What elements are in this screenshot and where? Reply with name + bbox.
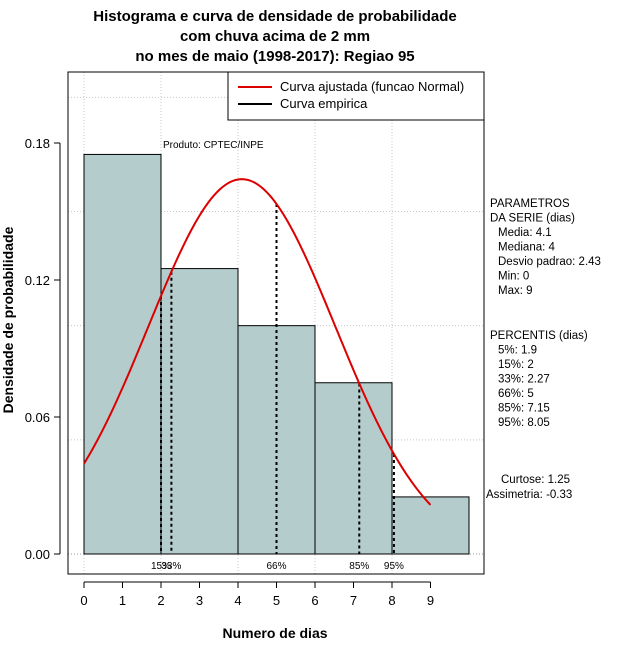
curtose-value: Curtose: 1.25 bbox=[501, 474, 570, 486]
legend-box bbox=[227, 71, 485, 121]
percentil-line: 5%: 1.9 bbox=[498, 345, 537, 357]
assimetria-value: Assimetria: -0.33 bbox=[486, 489, 572, 501]
percentil-line: 85%: 7.15 bbox=[498, 403, 550, 415]
param-line: Min: 0 bbox=[498, 271, 529, 283]
percentil-line: 15%: 2 bbox=[498, 359, 534, 371]
histogram-bar bbox=[314, 382, 393, 555]
histogram-bar bbox=[391, 496, 470, 555]
title-line-1: Histograma e curva de densidade de proba… bbox=[93, 8, 456, 25]
y-tick-label: 0.00 bbox=[25, 547, 50, 562]
x-tick-label: 7 bbox=[350, 593, 357, 608]
legend-label-empirical: Curva empirica bbox=[280, 96, 368, 111]
param-line: Media: 4.1 bbox=[498, 227, 552, 239]
percentil-line: 66%: 5 bbox=[498, 388, 534, 400]
percentile-label: 33% bbox=[161, 561, 181, 572]
product-annotation: Produto: CPTEC/INPE bbox=[163, 140, 264, 151]
x-axis: 0 1 2 3 4 5 6 7 8 9 bbox=[80, 581, 434, 608]
param-line: Max: 9 bbox=[498, 285, 533, 297]
y-tick-label: 0.12 bbox=[25, 273, 50, 288]
y-axis-label: Densidade de probabilidade bbox=[0, 226, 16, 413]
x-tick-label: 4 bbox=[234, 593, 241, 608]
y-tick-label: 0.18 bbox=[25, 136, 50, 151]
percentile-label: 95% bbox=[384, 561, 404, 572]
x-tick-label: 6 bbox=[311, 593, 318, 608]
x-tick-label: 9 bbox=[427, 593, 434, 608]
legend-label-normal: Curva ajustada (funcao Normal) bbox=[280, 79, 464, 94]
chart-title: Histograma e curva de densidade de proba… bbox=[93, 8, 456, 65]
x-tick-label: 0 bbox=[80, 593, 87, 608]
normal-curve bbox=[83, 178, 432, 506]
x-axis-label: Numero de dias bbox=[222, 625, 327, 641]
param-line: Desvio padrao: 2.43 bbox=[498, 256, 601, 268]
percentile-label: 66% bbox=[266, 561, 286, 572]
percentile-label: 15% bbox=[151, 561, 171, 572]
title-line-3: no mes de maio (1998-2017): Regiao 95 bbox=[135, 48, 414, 65]
y-tick-label: 0.06 bbox=[25, 410, 50, 425]
histogram-bar bbox=[83, 153, 162, 555]
x-tick-label: 3 bbox=[196, 593, 203, 608]
histogram-bar bbox=[160, 268, 239, 555]
x-tick-label: 1 bbox=[119, 593, 126, 608]
percentile-label: 85% bbox=[349, 561, 369, 572]
percentil-line: 33%: 2.27 bbox=[498, 374, 550, 386]
x-tick-label: 8 bbox=[388, 593, 395, 608]
legend: Curva ajustada (funcao Normal) Curva emp… bbox=[227, 71, 485, 121]
title-line-2: com chuva acima de 2 mm bbox=[180, 28, 370, 45]
histogram-bars bbox=[83, 153, 470, 555]
percentile-lines: 15%33% 66% 85% 95% bbox=[151, 203, 404, 572]
side-panel: PARAMETROS DA SERIE (dias) Media: 4.1 Media… bbox=[486, 198, 601, 501]
percentil-line: 95%: 8.05 bbox=[498, 417, 550, 429]
param-line: Mediana: 4 bbox=[498, 242, 556, 254]
normal-curve-line bbox=[83, 178, 432, 506]
param-line: PARAMETROS bbox=[490, 198, 570, 210]
x-tick-label: 2 bbox=[157, 593, 164, 608]
x-tick-label: 5 bbox=[273, 593, 280, 608]
y-axis: 0.00 0.06 0.12 0.18 bbox=[25, 136, 61, 562]
percentil-line: PERCENTIS (dias) bbox=[490, 330, 588, 342]
param-line: DA SERIE (dias) bbox=[490, 213, 575, 225]
